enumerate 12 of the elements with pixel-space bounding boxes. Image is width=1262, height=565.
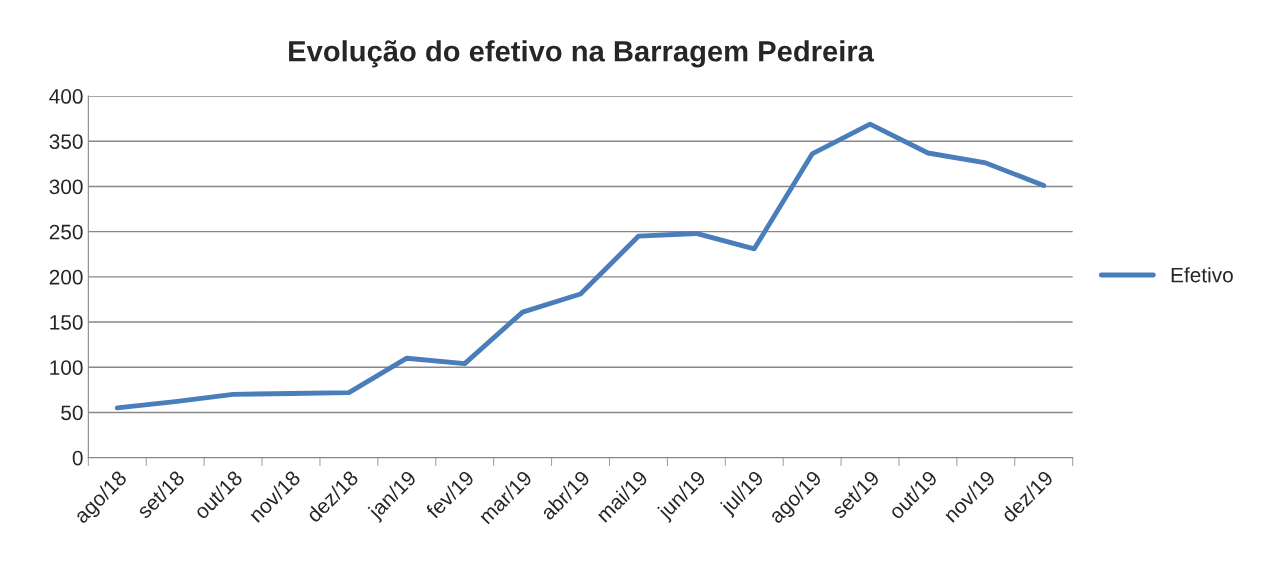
y-tick-label: 250 <box>49 224 83 240</box>
line-series <box>114 121 1047 411</box>
chart-title: Evolução do efetivo na Barragem Pedreira <box>289 40 875 68</box>
y-tick-label: 0 <box>72 450 83 466</box>
y-tick-label: 350 <box>49 134 83 149</box>
y-tick-label: 100 <box>50 360 83 375</box>
y-tick-label: 400 <box>49 89 83 104</box>
legend-label: Efetivo <box>1171 267 1233 283</box>
y-tick-label: 200 <box>49 269 83 285</box>
y-tick-label: 150 <box>50 315 83 330</box>
y-tick-label: 300 <box>49 179 83 195</box>
y-tick-label: 50 <box>61 405 83 421</box>
